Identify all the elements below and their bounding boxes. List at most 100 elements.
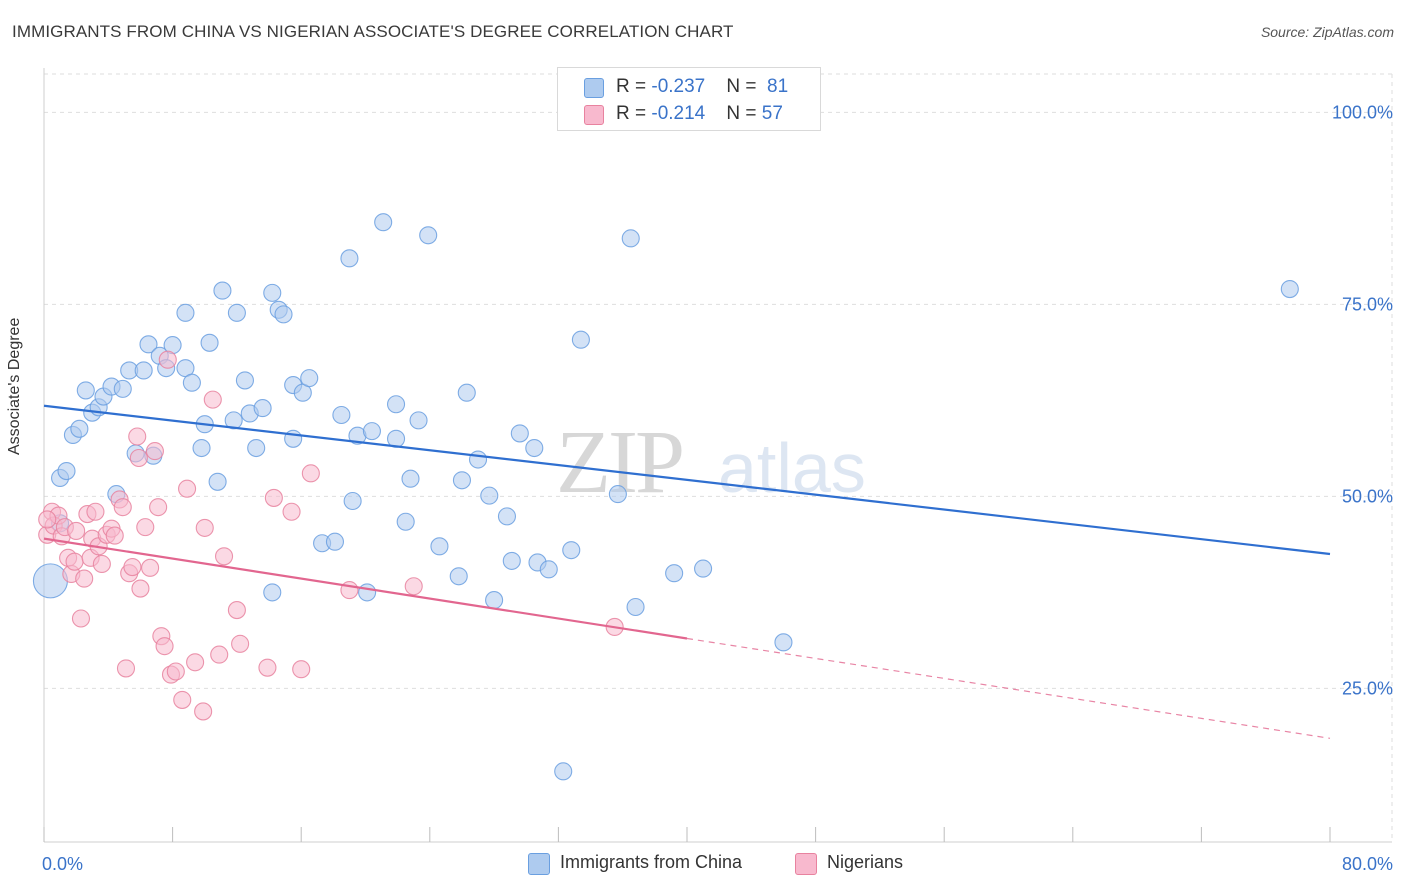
trendline-nigerians <box>43 537 688 640</box>
data-point <box>430 537 449 556</box>
data-point <box>195 518 214 537</box>
data-point <box>38 510 57 529</box>
data-point <box>264 488 283 507</box>
data-point <box>396 512 415 531</box>
data-point <box>194 702 213 721</box>
data-point <box>213 281 232 300</box>
data-point <box>129 448 148 468</box>
data-point <box>274 305 293 324</box>
legend-label: Nigerians <box>827 852 904 872</box>
data-point <box>502 551 521 570</box>
axes <box>43 68 1392 843</box>
data-point <box>525 438 544 458</box>
data-point <box>116 659 136 678</box>
stats-text: R = -0.237 N = 81 <box>616 76 789 97</box>
data-point <box>539 560 558 579</box>
data-point <box>86 502 105 521</box>
data-point <box>571 330 590 349</box>
r-value: -0.237 <box>651 76 706 97</box>
n-value: 57 <box>761 103 783 124</box>
tick-labels: 25.0% 50.0% 75.0% 100.0% 0.0% 80.0% <box>42 102 1393 874</box>
data-point <box>497 507 517 526</box>
data-point <box>67 521 86 541</box>
data-point <box>227 601 246 620</box>
data-point <box>1280 279 1299 299</box>
data-point <box>105 526 124 545</box>
data-point <box>452 471 472 490</box>
data-point <box>92 554 111 574</box>
data-point <box>113 498 132 517</box>
stats-legend: R = -0.237 N = 81 R = -0.214 N = 57 <box>557 67 821 131</box>
data-point <box>292 660 311 679</box>
data-point <box>224 411 243 430</box>
data-point <box>203 390 222 409</box>
trendline-nigerians-extension <box>686 637 1331 739</box>
x-tick-label: 0.0% <box>42 854 83 874</box>
data-point <box>166 662 185 681</box>
legend-label: Immigrants from China <box>560 852 743 872</box>
data-point <box>231 634 250 653</box>
data-point <box>480 486 499 505</box>
data-point <box>149 498 168 517</box>
data-point <box>300 369 319 388</box>
data-point <box>621 229 640 248</box>
r-value: -0.214 <box>651 103 706 124</box>
series-nigerians <box>38 350 624 721</box>
data-point <box>457 383 476 402</box>
data-point <box>258 658 277 677</box>
data-point <box>358 583 377 602</box>
data-point <box>128 427 147 446</box>
data-point <box>141 558 160 577</box>
y-tick-label: 25.0% <box>1342 678 1393 698</box>
data-point <box>155 637 174 656</box>
data-point <box>332 405 351 425</box>
data-point <box>401 469 420 488</box>
data-point <box>65 552 84 571</box>
data-point <box>139 335 158 354</box>
stats-text: R = -0.214 N = 57 <box>616 103 783 124</box>
data-point <box>263 283 282 302</box>
data-point <box>192 438 211 458</box>
data-point <box>227 303 246 322</box>
data-point <box>510 424 529 443</box>
data-point <box>235 371 254 390</box>
data-point <box>158 350 177 369</box>
nigerians-legend-swatch <box>795 853 817 875</box>
data-point <box>562 541 581 560</box>
data-point <box>485 591 504 610</box>
data-point <box>123 558 142 577</box>
data-point <box>210 645 229 664</box>
data-point <box>32 563 68 599</box>
data-point <box>214 547 234 566</box>
data-point <box>386 395 406 414</box>
data-point <box>208 472 227 491</box>
data-point <box>57 462 76 481</box>
data-point <box>374 213 393 232</box>
data-point <box>75 569 94 588</box>
data-point <box>131 579 150 598</box>
china-legend-swatch <box>528 853 550 875</box>
nigerians-swatch <box>584 105 604 125</box>
data-point <box>694 559 713 578</box>
y-tick-label: 100.0% <box>1332 102 1393 122</box>
data-point <box>665 564 684 583</box>
data-point <box>608 485 627 504</box>
data-point <box>626 597 645 617</box>
y-tick-label: 75.0% <box>1342 294 1393 314</box>
watermark-atlas: atlas <box>718 429 866 507</box>
n-value: 81 <box>767 76 789 97</box>
chart-title: IMMIGRANTS FROM CHINA VS NIGERIAN ASSOCI… <box>12 22 734 41</box>
source-label: Source: ZipAtlas.com <box>1260 24 1394 40</box>
china-swatch <box>584 78 604 98</box>
data-point <box>71 609 91 628</box>
data-point <box>362 422 381 441</box>
data-point <box>554 762 573 781</box>
data-point <box>409 411 428 430</box>
trendlines <box>43 404 1331 739</box>
data-point <box>76 381 95 400</box>
data-point <box>419 226 438 245</box>
data-point <box>136 518 155 537</box>
data-point <box>340 249 359 268</box>
data-point <box>325 532 345 551</box>
